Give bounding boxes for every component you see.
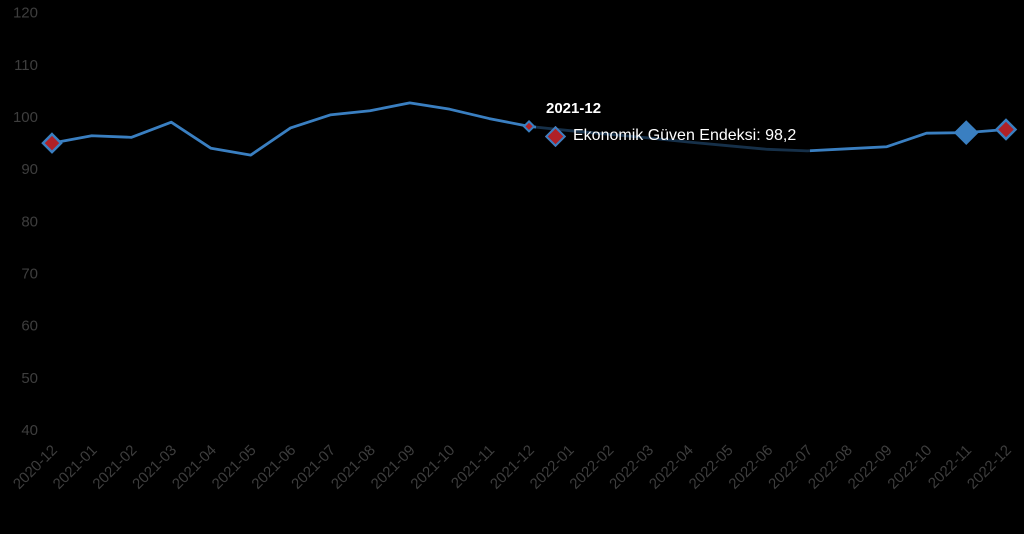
y-axis-label: 80 xyxy=(21,213,38,230)
y-axis-label: 60 xyxy=(21,318,38,335)
tooltip-title: 2021-12 xyxy=(546,100,602,117)
y-axis-label: 120 xyxy=(13,5,38,22)
series-diamond-icon xyxy=(544,125,567,147)
data-point-marker-2021-12[interactable] xyxy=(522,119,536,133)
data-point-marker-2020-12[interactable] xyxy=(41,132,63,154)
x-axis-label: 2022-10 xyxy=(884,442,935,493)
y-axis-label: 50 xyxy=(21,370,38,387)
tooltip-row: Ekonomik Güven Endeksi: 98,2 xyxy=(544,125,797,147)
y-axis-label: 90 xyxy=(21,161,38,178)
x-axis-label: 2021-10 xyxy=(407,442,458,493)
x-axis-label: 2022-12 xyxy=(964,442,1015,493)
y-axis-label: 70 xyxy=(21,265,38,282)
tooltip: 2021-12 Ekonomik Güven Endeksi: 98,2 xyxy=(536,93,811,156)
y-axis-label: 100 xyxy=(13,109,38,126)
tooltip-series-value: Ekonomik Güven Endeksi: 98,2 xyxy=(573,127,797,144)
data-point-marker-2022-11[interactable] xyxy=(953,120,979,146)
y-axis-label: 110 xyxy=(14,57,38,74)
data-point-marker-2022-12[interactable] xyxy=(994,118,1018,141)
y-axis-label: 40 xyxy=(21,422,38,439)
